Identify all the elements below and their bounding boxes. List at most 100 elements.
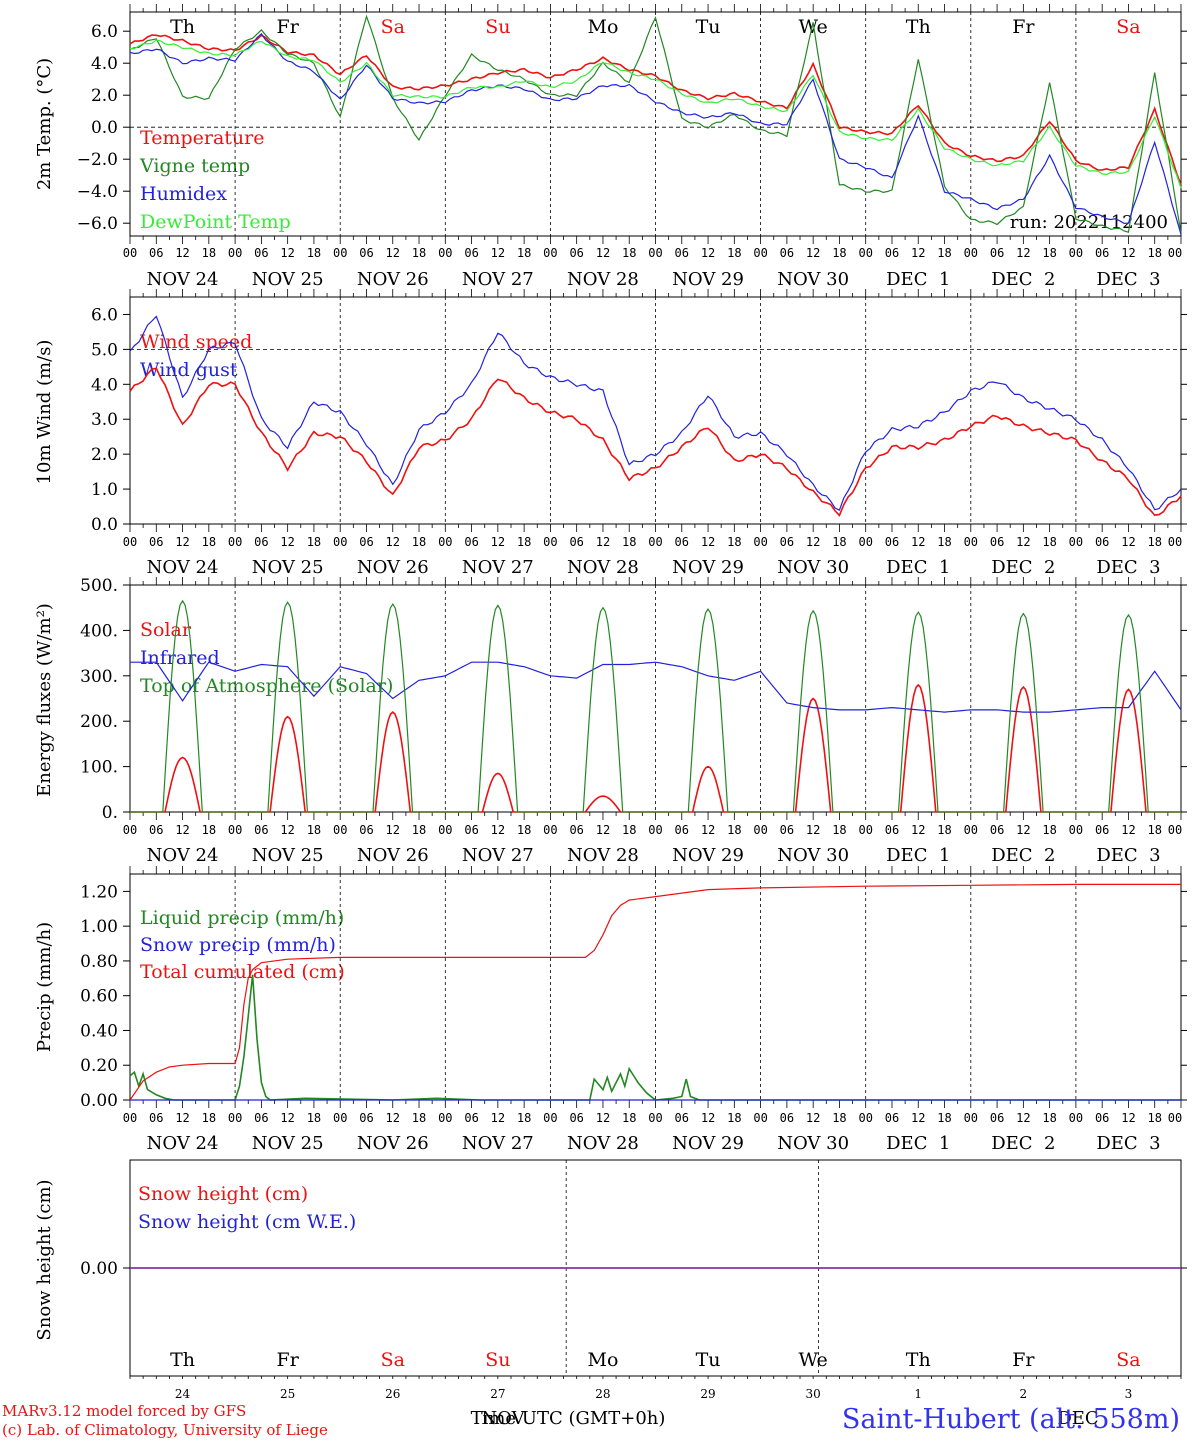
date-label: DEC 1 [886, 845, 950, 866]
ylabel-snow: Snow height (cm) [34, 1179, 55, 1340]
hour-label: 18 [412, 823, 426, 837]
hour-label: 00 [228, 1111, 242, 1125]
hour-label: 00 [123, 823, 137, 837]
date-label: NOV 27 [462, 845, 534, 866]
series-line-total-cumulated-cm- [129, 883, 1181, 1101]
hour-label: 12 [280, 823, 294, 837]
legend-temperature: Temperature [140, 127, 264, 149]
hour-label: 00 [1069, 535, 1083, 549]
y-tick-label: 100. [80, 758, 118, 778]
hour-label: 18 [1042, 246, 1056, 260]
hour-label: 06 [569, 535, 583, 549]
y-tick-label: 0.60 [80, 987, 118, 1007]
legend-toa: Top of Atmosphere (Solar) [140, 675, 393, 697]
hour-label: 06 [885, 535, 899, 549]
hour-label: 18 [202, 1111, 216, 1125]
hour-label: 12 [491, 246, 505, 260]
hour-label: 00 [543, 823, 557, 837]
date-label: NOV 25 [252, 557, 324, 578]
ylabel-temp: 2m Temp. (°C) [34, 58, 55, 190]
weekday-label: We [799, 16, 828, 38]
weekday-label: Th [170, 1349, 195, 1371]
hour-label: 06 [254, 1111, 268, 1125]
date-label: NOV 28 [567, 1133, 639, 1154]
hour-label: 06 [990, 246, 1004, 260]
hour-label: 12 [701, 535, 715, 549]
date-label: NOV 26 [357, 269, 429, 290]
hour-label: 06 [885, 246, 899, 260]
hour-label: 00 [1069, 246, 1083, 260]
hour-label: 12 [596, 246, 610, 260]
date-label: NOV 25 [252, 845, 324, 866]
hour-label: 12 [491, 535, 505, 549]
hour-label: 12 [1016, 535, 1030, 549]
legend-humidex: Humidex [140, 183, 227, 205]
legend-dewpoint: DewPoint Temp [140, 211, 291, 233]
day-number-label: 28 [595, 1387, 610, 1401]
legend-snow-precip: Snow precip (mm/h) [140, 934, 336, 956]
time-axis-label: Time UTC (GMT+0h) [471, 1408, 666, 1429]
hour-label: 06 [359, 246, 373, 260]
hour-label: 00 [964, 246, 978, 260]
hour-label: 18 [832, 823, 846, 837]
hour-label: 00 [964, 1111, 978, 1125]
date-label: NOV 24 [147, 845, 219, 866]
weekday-label: Mo [587, 16, 618, 38]
hour-label: 00 [1168, 246, 1182, 260]
hour-label: 12 [911, 1111, 925, 1125]
hour-label: 18 [307, 823, 321, 837]
hour-label: 18 [202, 535, 216, 549]
series-line-wind-speed [129, 367, 1182, 517]
hour-label: 00 [333, 246, 347, 260]
date-label: NOV 30 [777, 557, 849, 578]
legend-snow-height-we: Snow height (cm W.E.) [138, 1211, 356, 1233]
hour-label: 12 [491, 1111, 505, 1125]
hour-label: 06 [780, 246, 794, 260]
hour-label: 18 [727, 246, 741, 260]
y-tick-label: 4.0 [91, 54, 118, 74]
hour-label: 06 [1095, 1111, 1109, 1125]
hour-label: 06 [1095, 535, 1109, 549]
weekday-label: Fr [277, 1349, 300, 1371]
hour-label: 12 [175, 246, 189, 260]
hour-label: 18 [517, 823, 531, 837]
model-credit: MARv3.12 model forced by GFS [2, 1402, 246, 1420]
y-tick-label: −4.0 [77, 182, 118, 202]
hour-label: 00 [123, 535, 137, 549]
hour-label: 12 [386, 246, 400, 260]
hour-label: 12 [1016, 1111, 1030, 1125]
date-label: DEC 1 [886, 557, 950, 578]
day-number-label: 2 [1020, 1387, 1028, 1401]
date-label: NOV 29 [672, 557, 744, 578]
hour-label: 12 [701, 246, 715, 260]
day-number-label: 25 [280, 1387, 295, 1401]
hour-label: 12 [806, 1111, 820, 1125]
date-label: DEC 2 [991, 269, 1055, 290]
hour-label: 12 [386, 535, 400, 549]
hour-label: 18 [517, 246, 531, 260]
hour-label: 00 [333, 1111, 347, 1125]
hour-label: 06 [149, 1111, 163, 1125]
legend-wind-speed: Wind speed [140, 331, 252, 353]
hour-label: 00 [1168, 535, 1182, 549]
y-tick-label: 4.0 [91, 375, 118, 395]
hour-label: 18 [727, 823, 741, 837]
weekday-label: Tu [696, 1349, 721, 1371]
hour-label: 00 [753, 246, 767, 260]
hour-label: 00 [753, 1111, 767, 1125]
date-label: DEC 1 [886, 1133, 950, 1154]
hour-label: 18 [517, 535, 531, 549]
hour-label: 12 [491, 823, 505, 837]
date-label: DEC 3 [1096, 557, 1160, 578]
hour-label: 00 [543, 1111, 557, 1125]
hour-label: 06 [885, 1111, 899, 1125]
weekday-label: Sa [381, 16, 405, 38]
hour-label: 06 [149, 535, 163, 549]
hour-label: 00 [858, 823, 872, 837]
hour-label: 18 [937, 246, 951, 260]
hour-label: 00 [1069, 1111, 1083, 1125]
hour-label: 12 [280, 1111, 294, 1125]
day-number-label: 1 [914, 1387, 922, 1401]
legend-vigne-temp: Vigne temp [139, 155, 250, 177]
hour-label: 12 [806, 246, 820, 260]
